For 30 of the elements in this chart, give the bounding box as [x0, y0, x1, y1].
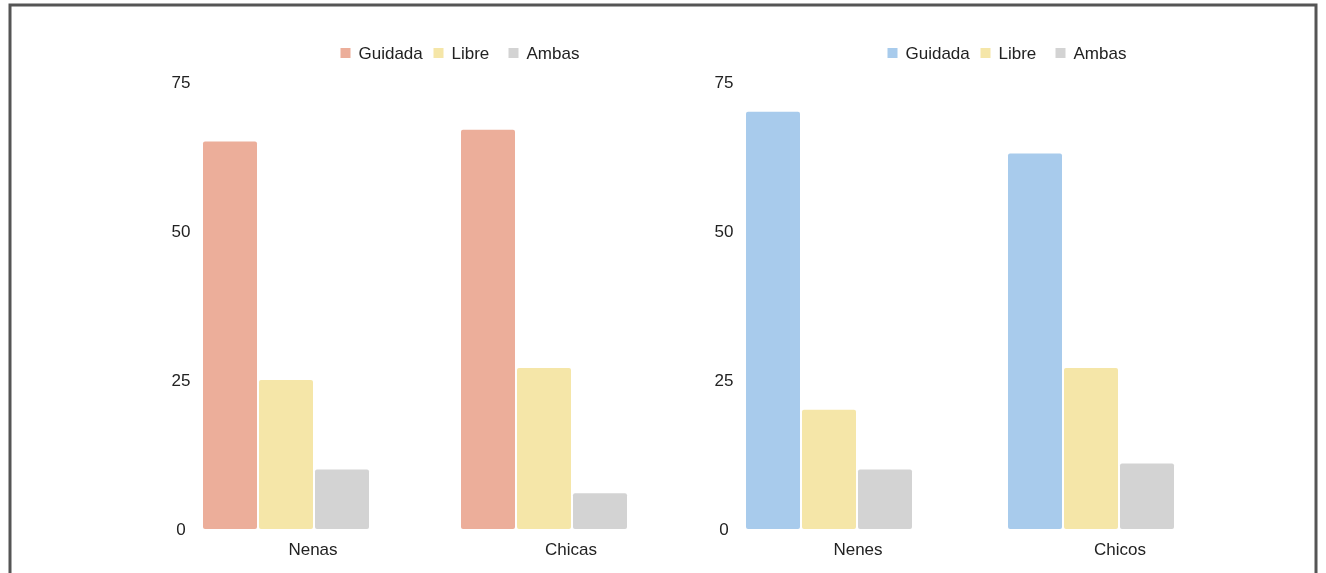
x-tick-label: Chicos: [1094, 539, 1146, 559]
bar: [573, 493, 627, 529]
legend-label: Guidada: [905, 43, 971, 63]
y-tick-label: 25: [714, 370, 734, 390]
bar: [1064, 368, 1118, 529]
x-tick-label: Nenes: [833, 539, 883, 559]
legend-label: Libre: [998, 43, 1037, 63]
bar: [1008, 153, 1062, 529]
legend-label: Guidada: [358, 43, 424, 63]
bar: [203, 141, 257, 529]
legend-label: Libre: [451, 43, 490, 63]
y-tick-label: 0: [176, 519, 186, 539]
bar: [259, 380, 313, 529]
y-tick-label: 0: [719, 519, 729, 539]
x-tick-label: Nenas: [288, 539, 338, 559]
y-tick-label: 50: [171, 221, 191, 241]
bar: [461, 129, 515, 529]
bar: [802, 409, 856, 529]
legend-label: Ambas: [1073, 43, 1127, 63]
y-tick-label: 75: [714, 72, 734, 92]
bar: [746, 111, 800, 529]
bar: [517, 368, 571, 529]
bar: [1120, 463, 1174, 529]
legend-label: Ambas: [526, 43, 580, 63]
bar: [315, 469, 369, 529]
y-tick-label: 25: [171, 370, 191, 390]
bar: [858, 469, 912, 529]
y-tick-label: 50: [714, 221, 734, 241]
y-tick-label: 75: [171, 72, 191, 92]
x-tick-label: Chicas: [545, 539, 597, 559]
